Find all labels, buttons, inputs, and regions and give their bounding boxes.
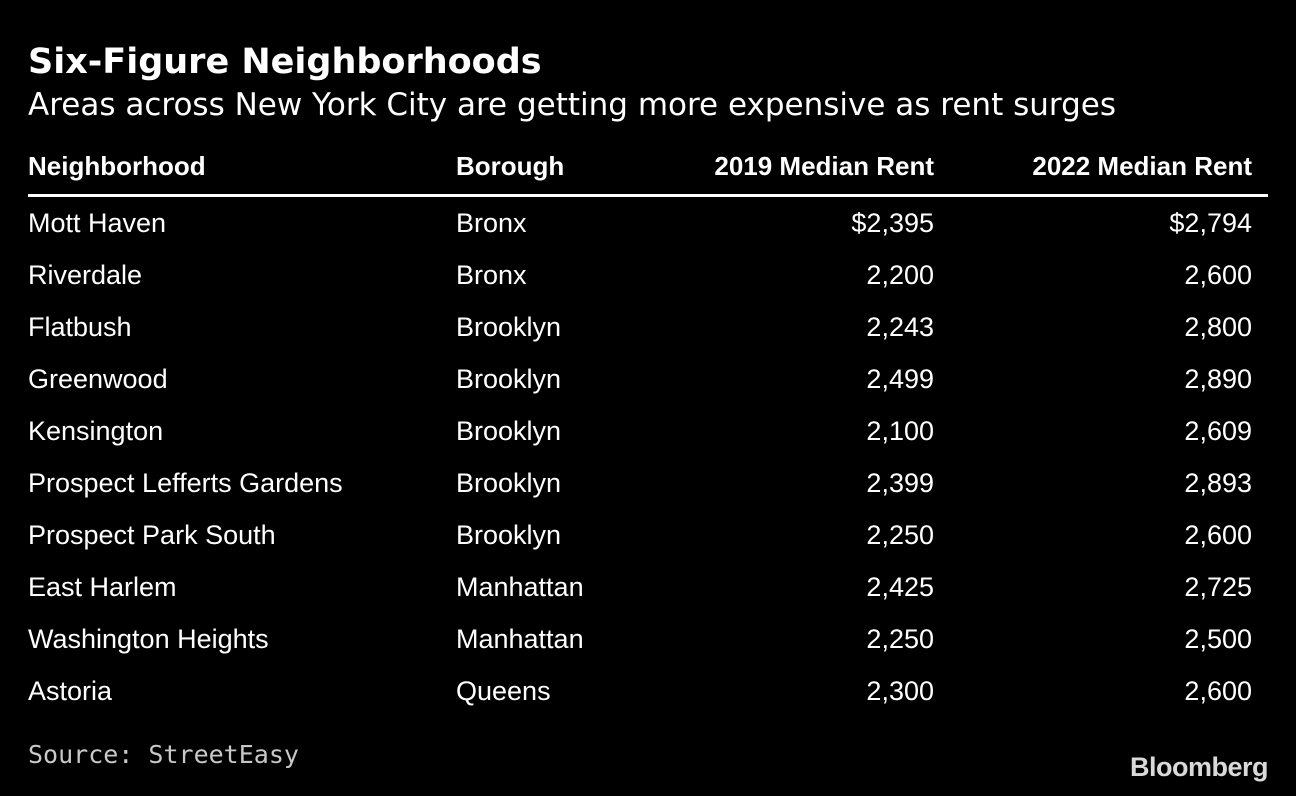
cell-2019-rent: 2,399 bbox=[866, 468, 934, 498]
cell-neighborhood: Greenwood bbox=[28, 364, 168, 394]
cell-2022-rent: 2,725 bbox=[1184, 572, 1252, 602]
cell-2022-rent: 2,609 bbox=[1184, 416, 1252, 446]
table-row: Riverdale Bronx 2,200 2,600 bbox=[28, 249, 1268, 301]
table-row: Flatbush Brooklyn 2,243 2,800 bbox=[28, 301, 1268, 353]
cell-2019-rent: 2,300 bbox=[866, 676, 934, 706]
cell-borough: Queens bbox=[456, 676, 551, 706]
cell-neighborhood: Washington Heights bbox=[28, 624, 269, 654]
cell-neighborhood: Mott Haven bbox=[28, 208, 167, 238]
table-row: Mott Haven Bronx $2,395 $2,794 bbox=[28, 197, 1268, 249]
cell-borough: Manhattan bbox=[456, 624, 584, 654]
bloomberg-logo: Bloomberg bbox=[1129, 752, 1269, 782]
cell-2019-rent: 2,425 bbox=[866, 572, 934, 602]
cell-borough: Brooklyn bbox=[456, 416, 562, 446]
cell-2022-rent: 2,800 bbox=[1184, 312, 1252, 342]
header-2022-median-rent: 2022 Median Rent bbox=[1032, 151, 1252, 181]
cell-borough: Brooklyn bbox=[456, 312, 562, 342]
table-row: Astoria Queens 2,300 2,600 bbox=[28, 665, 1268, 717]
cell-2022-rent: 2,893 bbox=[1184, 468, 1252, 498]
rent-table: Neighborhood Borough 2019 Median Rent 20… bbox=[28, 140, 1268, 717]
header-2019-median-rent: 2019 Median Rent bbox=[714, 151, 934, 181]
cell-2019-rent: 2,100 bbox=[866, 416, 934, 446]
cell-borough: Brooklyn bbox=[456, 468, 562, 498]
table-row: Prospect Park South Brooklyn 2,250 2,600 bbox=[28, 509, 1268, 561]
cell-neighborhood: East Harlem bbox=[28, 572, 177, 602]
header-borough: Borough bbox=[456, 151, 565, 181]
cell-2022-rent: $2,794 bbox=[1169, 208, 1252, 238]
table-row: Prospect Lefferts Gardens Brooklyn 2,399 2,… bbox=[28, 457, 1268, 509]
cell-2022-rent: 2,500 bbox=[1184, 624, 1252, 654]
cell-2022-rent: 2,600 bbox=[1184, 520, 1252, 550]
cell-2019-rent: $2,395 bbox=[851, 208, 934, 238]
cell-borough: Manhattan bbox=[456, 572, 584, 602]
cell-neighborhood: Riverdale bbox=[28, 260, 143, 290]
cell-neighborhood: Kensington bbox=[28, 416, 164, 446]
table-row: Washington Heights Manhattan 2,250 2,500 bbox=[28, 613, 1268, 665]
table-row: East Harlem Manhattan 2,425 2,725 bbox=[28, 561, 1268, 613]
source-note: Source: StreetEasy bbox=[28, 740, 299, 769]
table-row: Kensington Brooklyn 2,100 2,609 bbox=[28, 405, 1268, 457]
chart-title: Six-Figure Neighborhoods bbox=[28, 42, 542, 82]
cell-borough: Brooklyn bbox=[456, 520, 562, 550]
cell-2019-rent: 2,250 bbox=[866, 520, 934, 550]
cell-neighborhood: Prospect Lefferts Gardens bbox=[28, 468, 343, 498]
cell-2022-rent: 2,600 bbox=[1184, 676, 1252, 706]
header-neighborhood: Neighborhood bbox=[28, 151, 206, 181]
cell-2019-rent: 2,243 bbox=[866, 312, 934, 342]
cell-2019-rent: 2,200 bbox=[866, 260, 934, 290]
cell-2022-rent: 2,600 bbox=[1184, 260, 1252, 290]
cell-neighborhood: Flatbush bbox=[28, 312, 132, 342]
cell-borough: Bronx bbox=[456, 260, 527, 290]
table-header: Neighborhood Borough 2019 Median Rent 20… bbox=[28, 140, 1268, 197]
cell-2019-rent: 2,250 bbox=[866, 624, 934, 654]
cell-neighborhood: Astoria bbox=[28, 676, 113, 706]
cell-2022-rent: 2,890 bbox=[1184, 364, 1252, 394]
chart-subtitle: Areas across New York City are getting m… bbox=[28, 87, 1116, 123]
table-row: Greenwood Brooklyn 2,499 2,890 bbox=[28, 353, 1268, 405]
cell-neighborhood: Prospect Park South bbox=[28, 520, 276, 550]
cell-2019-rent: 2,499 bbox=[866, 364, 934, 394]
cell-borough: Bronx bbox=[456, 208, 527, 238]
cell-borough: Brooklyn bbox=[456, 364, 562, 394]
table-body: Mott Haven Bronx $2,395 $2,794 Riverdale Bron… bbox=[28, 197, 1268, 717]
